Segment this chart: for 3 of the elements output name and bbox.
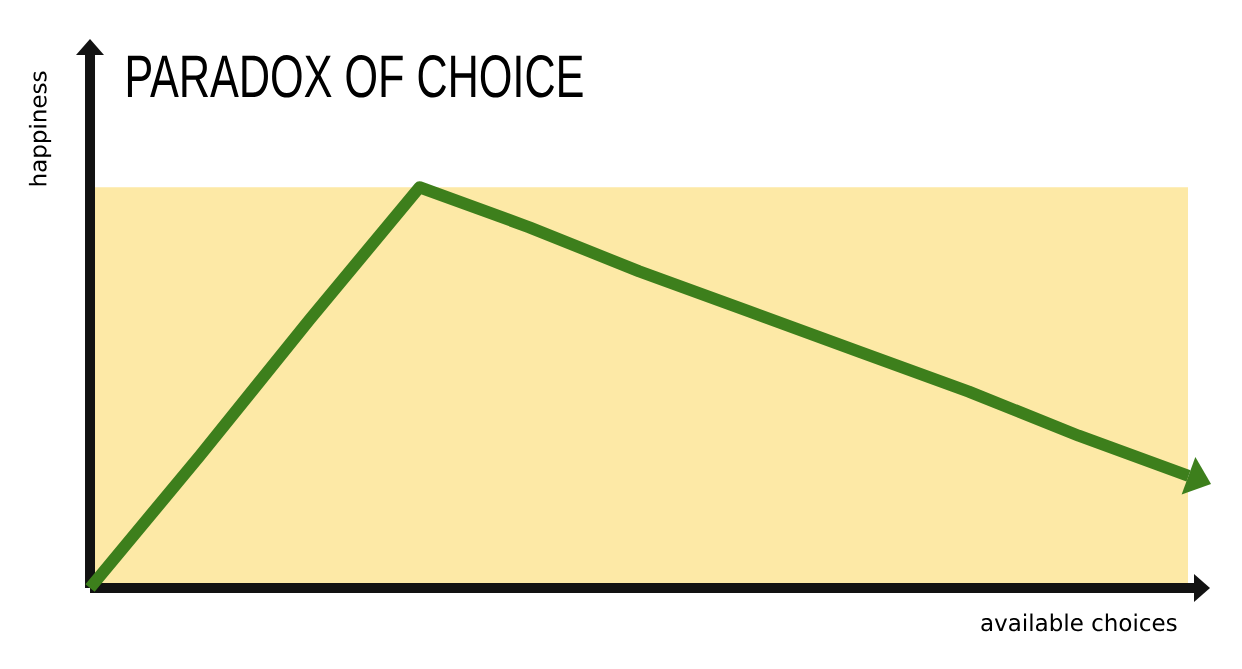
x-axis-title: available choices (981, 613, 1177, 632)
chart-title: PARADOX OF CHOICE (127, 55, 583, 98)
y-axis-title: happiness (28, 71, 52, 186)
